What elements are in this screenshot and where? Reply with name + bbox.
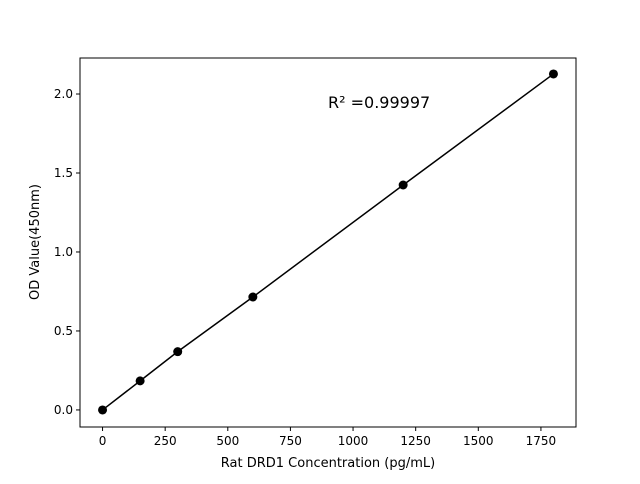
data-point [248, 292, 258, 302]
r-squared-annotation: R² =0.99997 [328, 93, 430, 112]
x-tick-label: 250 [154, 434, 177, 448]
x-tick-label: 750 [279, 434, 302, 448]
x-tick-label: 1500 [463, 434, 494, 448]
plot-area [79, 57, 577, 428]
x-tick-label: 500 [216, 434, 239, 448]
y-tick-label: 2.0 [54, 87, 73, 101]
y-tick-label: 0.0 [54, 403, 73, 417]
x-axis-label: Rat DRD1 Concentration (pg/mL) [221, 456, 435, 471]
data-point [548, 69, 558, 79]
series-line [102, 73, 554, 411]
x-tick-label: 1250 [400, 434, 431, 448]
x-tick-label: 0 [99, 434, 107, 448]
y-tick-label: 1.5 [54, 166, 73, 180]
data-point [398, 180, 408, 190]
data-point [173, 347, 183, 357]
data-point [98, 405, 108, 415]
y-axis-label: OD Value(450nm) [28, 184, 43, 300]
x-tick-label: 1000 [338, 434, 369, 448]
y-tick-label: 0.5 [54, 324, 73, 338]
data-point [135, 376, 145, 386]
y-tick-label: 1.0 [54, 245, 73, 259]
x-tick-label: 1750 [526, 434, 557, 448]
